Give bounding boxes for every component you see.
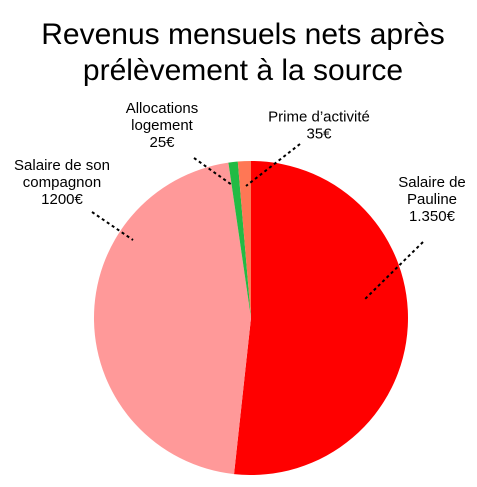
- slice-label-line: Prime d’activité: [268, 109, 370, 126]
- chart-title-line-1: Revenus mensuels nets après: [41, 18, 445, 51]
- slice-label-line: Allocations: [126, 100, 199, 117]
- slice-label-line: Pauline: [407, 191, 457, 208]
- chart-title-line-2: prélèvement à la source: [83, 54, 403, 87]
- pie-slice-allocations-logement: [228, 161, 251, 318]
- slice-label-salaire-pauline: Salaire de Pauline 1.350€: [398, 174, 466, 225]
- slice-labels: Salaire de Pauline 1.350€ Salaire de son com…: [14, 100, 466, 225]
- slice-label-line: 1.350€: [409, 208, 456, 225]
- slice-label-line: Salaire de son: [14, 157, 110, 174]
- slice-label-line: 25€: [149, 134, 175, 151]
- leader-line-allocations-logement: [193, 157, 233, 186]
- slice-label-salaire-compagnon: Salaire de son compagnon 1200€: [14, 157, 110, 208]
- slice-label-allocations-logement: Allocations logement 25€: [126, 100, 199, 151]
- label-leaders: [91, 143, 424, 301]
- slice-label-line: 35€: [306, 126, 332, 143]
- pie-slice-salaire-pauline: [234, 161, 409, 476]
- pie-slice-prime-activite: [237, 161, 251, 318]
- pie-slice-salaire-compagnon: [93, 162, 252, 475]
- leader-line-salaire-compagnon: [91, 211, 134, 241]
- slice-label-line: 1200€: [41, 191, 83, 208]
- slice-label-line: Salaire de: [398, 174, 466, 191]
- leader-line-salaire-pauline: [363, 241, 424, 301]
- slice-label-prime-activite: Prime d’activité 35€: [268, 109, 370, 143]
- slice-label-line: compagnon: [23, 174, 101, 191]
- slice-label-line: logement: [131, 117, 194, 134]
- pie-slices: [93, 161, 409, 476]
